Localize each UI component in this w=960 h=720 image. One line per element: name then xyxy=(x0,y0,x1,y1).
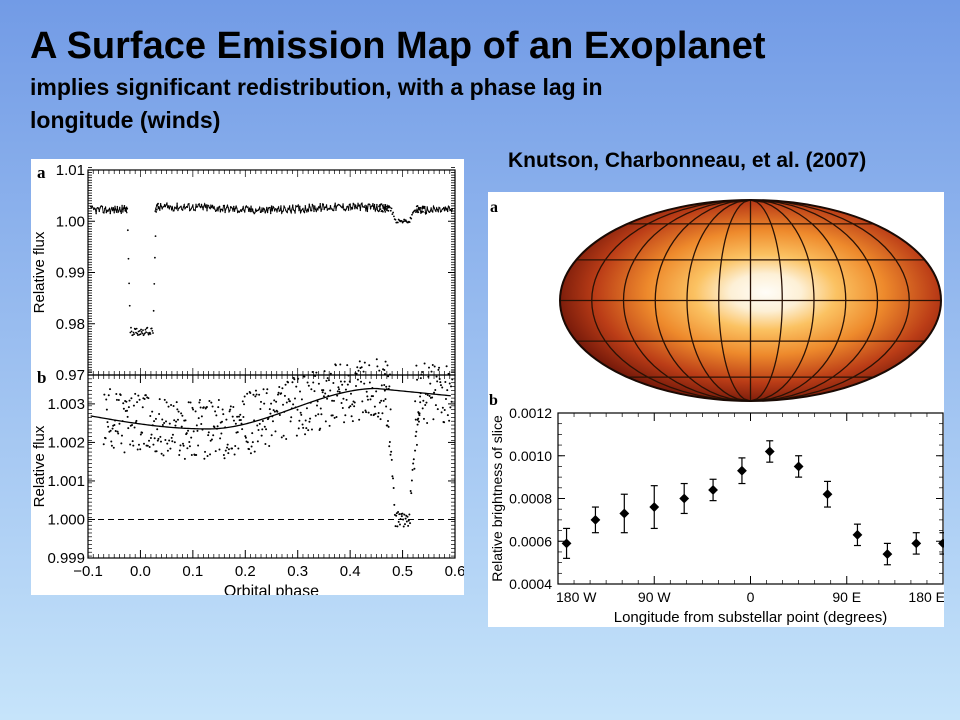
svg-text:0.0008: 0.0008 xyxy=(509,491,552,507)
svg-text:90 E: 90 E xyxy=(832,589,861,605)
svg-text:90 W: 90 W xyxy=(638,589,671,605)
svg-text:0.99: 0.99 xyxy=(56,265,85,282)
svg-text:1.001: 1.001 xyxy=(47,473,85,490)
svg-text:0.3: 0.3 xyxy=(287,563,308,580)
svg-text:0: 0 xyxy=(747,589,755,605)
svg-text:0.0012: 0.0012 xyxy=(509,405,552,421)
svg-text:−0.1: −0.1 xyxy=(73,563,103,580)
svg-text:0.0006: 0.0006 xyxy=(509,533,552,549)
svg-text:0.98: 0.98 xyxy=(56,316,85,333)
svg-text:0.0004: 0.0004 xyxy=(509,576,552,592)
svg-text:0.5: 0.5 xyxy=(392,563,413,580)
svg-text:180 E: 180 E xyxy=(908,589,944,605)
svg-text:0.1: 0.1 xyxy=(182,563,203,580)
svg-text:0.2: 0.2 xyxy=(235,563,256,580)
svg-text:1.00: 1.00 xyxy=(56,213,85,230)
svg-text:0.0: 0.0 xyxy=(130,563,151,580)
svg-text:a: a xyxy=(37,163,46,182)
svg-text:Orbital phase: Orbital phase xyxy=(224,583,319,595)
svg-text:0.97: 0.97 xyxy=(56,367,85,384)
svg-text:b: b xyxy=(489,392,498,409)
svg-text:1.01: 1.01 xyxy=(56,162,85,179)
svg-text:Longitude from substellar poin: Longitude from substellar point (degrees… xyxy=(614,609,888,626)
svg-text:180 W: 180 W xyxy=(556,589,597,605)
svg-text:0.0010: 0.0010 xyxy=(509,448,552,464)
svg-text:Relative brightness of slice: Relative brightness of slice xyxy=(489,415,505,582)
svg-text:1.000: 1.000 xyxy=(47,511,85,528)
svg-text:1.002: 1.002 xyxy=(47,434,85,451)
svg-text:Relative flux: Relative flux xyxy=(31,425,48,507)
svg-text:Relative flux: Relative flux xyxy=(31,231,48,313)
svg-text:b: b xyxy=(37,368,46,387)
svg-text:a: a xyxy=(490,199,498,216)
svg-text:0.6: 0.6 xyxy=(445,563,464,580)
svg-text:0.4: 0.4 xyxy=(340,563,361,580)
svg-text:1.003: 1.003 xyxy=(47,396,85,413)
